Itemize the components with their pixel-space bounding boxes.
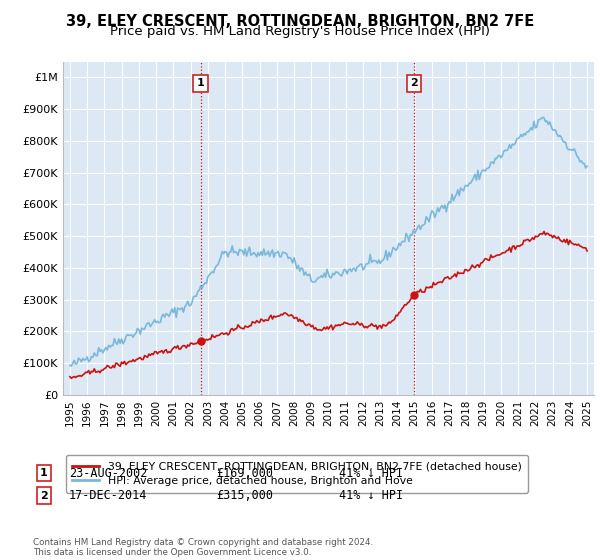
Text: 2: 2	[410, 78, 418, 88]
Text: 2: 2	[40, 491, 47, 501]
Text: 17-DEC-2014: 17-DEC-2014	[69, 489, 148, 502]
Text: 39, ELEY CRESCENT, ROTTINGDEAN, BRIGHTON, BN2 7FE: 39, ELEY CRESCENT, ROTTINGDEAN, BRIGHTON…	[66, 14, 534, 29]
Text: £169,000: £169,000	[216, 466, 273, 480]
Text: 1: 1	[40, 468, 47, 478]
Text: 41% ↓ HPI: 41% ↓ HPI	[339, 466, 403, 480]
Text: £315,000: £315,000	[216, 489, 273, 502]
Legend: 39, ELEY CRESCENT, ROTTINGDEAN, BRIGHTON, BN2 7FE (detached house), HPI: Average: 39, ELEY CRESCENT, ROTTINGDEAN, BRIGHTON…	[66, 455, 529, 493]
Text: 1: 1	[197, 78, 205, 88]
Text: Contains HM Land Registry data © Crown copyright and database right 2024.
This d: Contains HM Land Registry data © Crown c…	[33, 538, 373, 557]
Text: 41% ↓ HPI: 41% ↓ HPI	[339, 489, 403, 502]
Text: Price paid vs. HM Land Registry's House Price Index (HPI): Price paid vs. HM Land Registry's House …	[110, 25, 490, 38]
Text: 23-AUG-2002: 23-AUG-2002	[69, 466, 148, 480]
